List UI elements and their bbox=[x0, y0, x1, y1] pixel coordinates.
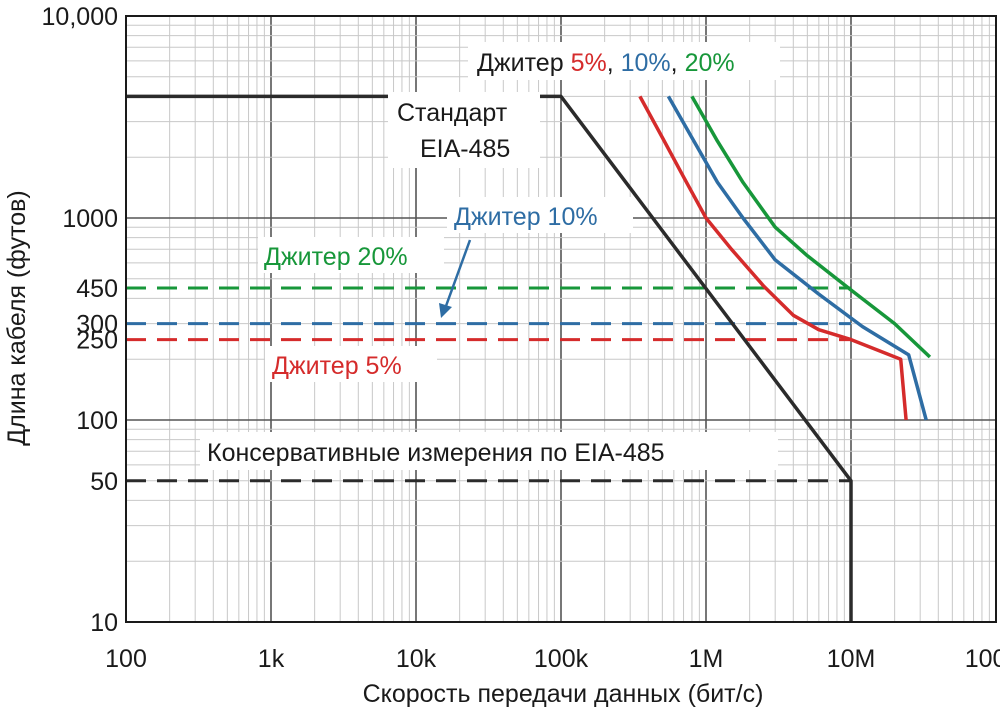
legend-20: 20% bbox=[685, 49, 735, 77]
series-line-standard bbox=[126, 94, 853, 622]
jitter-legend: Джитер 5%, 10%, 20% bbox=[477, 49, 735, 77]
series-line-jitter5 bbox=[638, 95, 908, 421]
y-ref-tick-label: 450 bbox=[76, 275, 118, 303]
y-tick-label: 1000 bbox=[62, 205, 118, 233]
legend-comma-1: , bbox=[607, 49, 614, 77]
legend-5: 5% bbox=[571, 49, 607, 77]
legend-bg bbox=[468, 42, 780, 80]
standard-label-line2: EIA-485 bbox=[420, 135, 510, 163]
jitter10-arrow-head bbox=[439, 303, 452, 318]
y-tick-label: 10,000 bbox=[42, 3, 118, 31]
jitter10-label: Джитер 10% bbox=[454, 203, 598, 231]
conservative-label: Консервативные измерения по EIA-485 bbox=[207, 439, 665, 467]
x-tick-label: 1k bbox=[258, 645, 285, 673]
y-tick-label: 100 bbox=[76, 407, 118, 435]
standard-label-bg bbox=[388, 92, 540, 168]
series-line-jitter20 bbox=[690, 95, 932, 359]
y-axis-label: Длина кабеля (футов) bbox=[3, 190, 31, 446]
x-axis-label: Скорость передачи данных (бит/с) bbox=[363, 680, 764, 708]
series-line-jitter10 bbox=[666, 95, 928, 421]
y-ref-tick-label: 250 bbox=[76, 327, 118, 355]
y-tick-label: 10 bbox=[90, 609, 118, 637]
x-tick-label: 10k bbox=[396, 645, 437, 673]
legend-prefix: Джитер bbox=[477, 49, 564, 77]
standard-label-line1: Стандарт bbox=[397, 99, 508, 127]
grid bbox=[125, 16, 996, 623]
series-lines bbox=[126, 94, 932, 622]
jitter10-label-bg bbox=[447, 197, 633, 233]
y-tick-label: 50 bbox=[90, 468, 118, 496]
y-ref-tick-label: 300 bbox=[76, 311, 118, 339]
jitter5-label-bg bbox=[265, 346, 437, 382]
reference-lines bbox=[126, 286, 851, 483]
x-tick-label: 100k bbox=[534, 645, 589, 673]
conservative-label-bg bbox=[200, 432, 778, 470]
x-tick-label: 1M bbox=[689, 645, 724, 673]
jitter20-label: Джитер 20% bbox=[264, 243, 408, 271]
jitter20-label-bg bbox=[258, 237, 444, 273]
x-tick-label: 10M bbox=[827, 645, 876, 673]
legend-10: 10% bbox=[621, 49, 671, 77]
tick-labels: 100 1k 10k 100k 1M 10M 100M 10,000 1000 100 50 10 45… bbox=[42, 3, 1000, 673]
jitter10-arrow-shaft bbox=[444, 239, 472, 307]
x-tick-label: 100 bbox=[105, 645, 147, 673]
jitter5-label: Джитер 5% bbox=[272, 352, 402, 380]
legend-comma-2: , bbox=[671, 49, 678, 77]
x-tick-label: 100M bbox=[965, 645, 1000, 673]
plot-frame bbox=[125, 15, 997, 623]
